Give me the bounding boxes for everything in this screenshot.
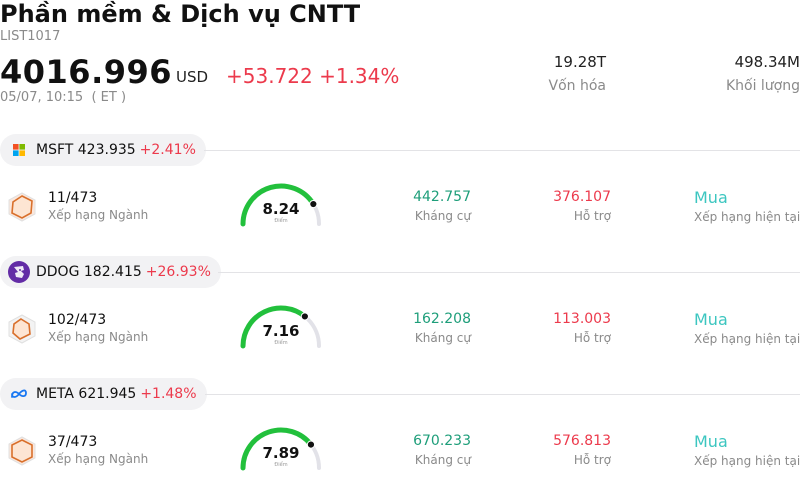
support-value: 576.813 <box>553 433 611 449</box>
score-gauge <box>240 427 321 471</box>
stock-change-pct: +26.93% <box>145 264 211 280</box>
industry-rank-icon <box>8 314 36 344</box>
currency-label: USD <box>176 68 209 86</box>
stock-card-ddog[interactable]: DDOG 182.415 +26.93% 102/473 Xếp hạng Ng… <box>0 256 800 378</box>
resistance-value: 162.208 <box>413 311 471 327</box>
gauge-fill <box>240 427 314 471</box>
index-code: LIST1017 <box>0 29 61 44</box>
support-label: Hỗ trợ <box>573 453 611 467</box>
industry-rank-value: 102/473 <box>48 312 107 328</box>
resistance-label: Kháng cự <box>414 331 471 345</box>
gauge-marker <box>306 440 316 449</box>
meta-logo-icon <box>10 385 28 403</box>
page-title: Phần mềm & Dịch vụ CNTT <box>0 0 361 28</box>
market-cap-value: 19.28T <box>553 53 606 71</box>
section-divider <box>218 272 800 273</box>
index-price: 4016.996 <box>0 53 173 91</box>
industry-rank-value: 11/473 <box>48 190 98 206</box>
datadog-logo-icon <box>8 261 30 283</box>
resistance-value: 442.757 <box>413 189 471 205</box>
industry-rank-label: Xếp hạng Ngành <box>48 330 149 344</box>
stock-change-pct: +1.48% <box>140 386 197 402</box>
rating-label: Xếp hạng hiện tại <box>694 332 800 346</box>
industry-rank-icon <box>8 436 36 466</box>
volume-value: 498.34M <box>734 53 800 71</box>
stock-symbol-price: MSFT 423.935 <box>36 142 136 158</box>
resistance-label: Kháng cự <box>414 453 471 467</box>
stock-change-pct: +2.41% <box>139 142 196 158</box>
section-divider <box>204 150 800 151</box>
score-sub-label: Điểm <box>274 218 288 224</box>
rating-value: Mua <box>694 188 728 207</box>
price-change: +53.722 +1.34% <box>226 64 400 88</box>
support-value: 113.003 <box>553 311 611 327</box>
score-gauge <box>240 183 321 227</box>
stock-symbol-price: DDOG 182.415 <box>36 264 142 280</box>
rating-value: Mua <box>694 310 728 329</box>
resistance-label: Kháng cự <box>414 209 471 223</box>
gauge-fill <box>240 183 316 227</box>
industry-rank-value: 37/473 <box>48 434 98 450</box>
score-value: 7.16 <box>262 322 300 340</box>
gauge-marker <box>309 199 318 209</box>
score-gauge <box>240 305 321 349</box>
resistance-value: 670.233 <box>413 433 471 449</box>
market-cap-label: Vốn hóa <box>548 78 606 94</box>
gauge-fill <box>240 305 308 349</box>
stock-card-msft[interactable]: MSFT 423.935 +2.41% 11/473 Xếp hạng Ngàn… <box>0 134 800 256</box>
support-label: Hỗ trợ <box>573 331 611 345</box>
microsoft-logo-icon <box>10 141 28 159</box>
rating-value: Mua <box>694 432 728 451</box>
rating-label: Xếp hạng hiện tại <box>694 210 800 224</box>
score-value: 7.89 <box>262 444 300 462</box>
section-divider <box>205 394 800 395</box>
industry-rank-label: Xếp hạng Ngành <box>48 208 149 222</box>
support-label: Hỗ trợ <box>573 209 611 223</box>
score-sub-label: Điểm <box>274 340 288 346</box>
stock-card-meta[interactable]: META 621.945 +1.48% 37/473 Xếp hạng Ngàn… <box>0 378 800 488</box>
stock-pill[interactable]: DDOG 182.415 +26.93% <box>0 256 221 288</box>
rating-label: Xếp hạng hiện tại <box>694 454 800 468</box>
stock-symbol-price: META 621.945 <box>36 386 137 402</box>
industry-rank-label: Xếp hạng Ngành <box>48 452 149 466</box>
score-value: 8.24 <box>262 200 300 218</box>
support-value: 376.107 <box>553 189 611 205</box>
industry-rank-icon <box>8 192 36 222</box>
timestamp: 05/07, 10:15 ( ET ) <box>0 90 127 105</box>
score-sub-label: Điểm <box>274 462 288 468</box>
gauge-marker <box>300 312 309 321</box>
volume-label: Khối lượng <box>725 78 800 94</box>
stock-pill[interactable]: META 621.945 +1.48% <box>0 378 207 410</box>
stock-pill[interactable]: MSFT 423.935 +2.41% <box>0 134 206 166</box>
